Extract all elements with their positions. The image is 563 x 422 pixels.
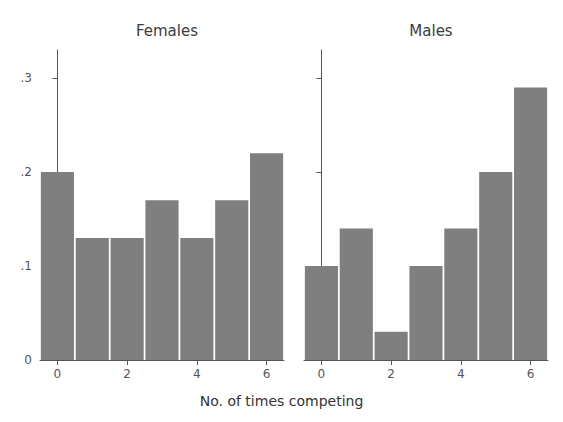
- svg-text:0: 0: [318, 367, 326, 381]
- svg-text:4: 4: [457, 367, 465, 381]
- svg-text:4: 4: [193, 367, 201, 381]
- svg-text:.2: .2: [21, 165, 32, 179]
- svg-text:2: 2: [387, 367, 395, 381]
- svg-text:.1: .1: [21, 259, 32, 273]
- svg-text:0: 0: [24, 353, 32, 367]
- svg-text:No. of times competing: No. of times competing: [200, 393, 364, 409]
- svg-text:6: 6: [263, 367, 271, 381]
- svg-text:.3: .3: [21, 71, 32, 85]
- svg-text:2: 2: [123, 367, 131, 381]
- svg-text:Females: Females: [136, 22, 198, 40]
- svg-text:6: 6: [527, 367, 535, 381]
- svg-text:0: 0: [54, 367, 62, 381]
- svg-text:Males: Males: [409, 22, 453, 40]
